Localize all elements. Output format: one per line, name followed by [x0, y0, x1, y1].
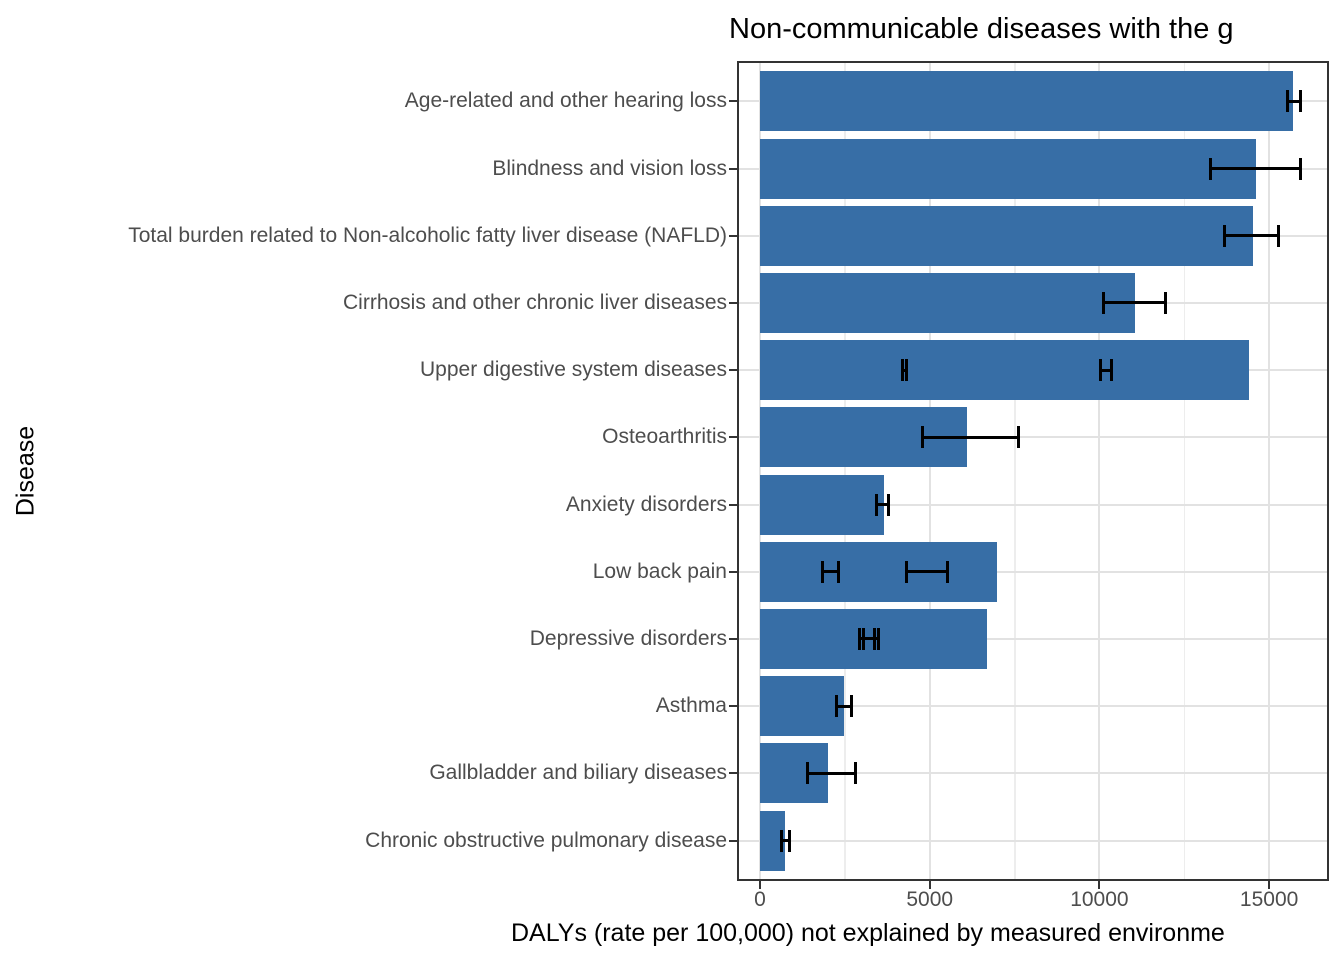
x-gridline-major — [759, 61, 761, 881]
x-axis-title: DALYs (rate per 100,000) not explained b… — [511, 919, 1225, 947]
error-bar-line — [1222, 234, 1280, 238]
category-label: Low back pain — [592, 559, 727, 583]
chart-title: Non-communicable diseases with the g — [729, 13, 1234, 45]
y-axis-tick — [729, 839, 737, 842]
category-label: Depressive disorders — [529, 626, 727, 650]
y-gridline-major — [737, 570, 1329, 573]
y-axis-tick — [729, 100, 737, 103]
y-axis-tick — [729, 772, 737, 775]
error-bar — [834, 695, 854, 718]
bar — [760, 474, 884, 535]
error-bar-line — [806, 771, 857, 775]
x-axis-tick — [759, 881, 761, 889]
y-axis-tick — [729, 369, 737, 372]
error-bar — [920, 426, 1020, 449]
category-label: Total burden related to Non-alcoholic fa… — [128, 223, 727, 247]
error-bar — [1102, 291, 1167, 314]
error-bar — [1222, 224, 1280, 247]
error-bar — [861, 627, 880, 650]
error-bar-line — [1285, 99, 1303, 103]
error-bar-line — [779, 839, 792, 842]
category-label: Osteoarthritis — [602, 425, 727, 449]
x-gridline-minor — [1183, 61, 1186, 881]
category-label: Cirrhosis and other chronic liver diseas… — [343, 290, 727, 314]
y-gridline-major — [737, 839, 1329, 842]
y-axis-tick — [729, 503, 737, 506]
x-gridline-major — [1098, 61, 1101, 881]
y-gridline-major — [737, 436, 1329, 439]
x-tick-label: 10000 — [1070, 888, 1129, 911]
error-bar — [1285, 90, 1303, 113]
error-bar-line — [861, 637, 880, 641]
category-label: Age-related and other hearing loss — [404, 89, 727, 113]
y-gridline-major — [737, 637, 1329, 640]
x-tick-label: 15000 — [1239, 888, 1299, 911]
error-bar — [806, 762, 857, 785]
x-axis-tick — [1098, 881, 1101, 889]
category-label: Upper digestive system diseases — [420, 358, 727, 382]
error-bar — [900, 359, 908, 382]
error-bar-line — [834, 704, 854, 708]
y-gridline-major — [737, 705, 1329, 708]
x-tick-label: 0 — [754, 888, 766, 911]
y-axis-tick — [729, 570, 737, 573]
error-bar-line — [874, 503, 890, 506]
error-bar — [874, 493, 890, 516]
x-tick-label: 5000 — [906, 888, 954, 911]
category-label: Blindness and vision loss — [492, 156, 727, 180]
bar — [760, 340, 1250, 401]
y-axis-tick — [729, 301, 737, 304]
category-label: Chronic obstructive pulmonary disease — [365, 828, 727, 852]
category-label: Gallbladder and biliary diseases — [429, 761, 727, 785]
x-gridline-major — [928, 61, 931, 881]
error-bar — [779, 829, 792, 852]
error-bar — [1209, 157, 1302, 180]
error-bar-line — [904, 570, 950, 574]
error-bar-line — [1099, 368, 1114, 372]
error-bar-line — [1209, 167, 1302, 170]
y-gridline-major — [737, 772, 1329, 775]
bar — [760, 205, 1254, 266]
bar — [760, 541, 997, 602]
y-axis-tick — [729, 705, 737, 708]
y-axis-tick — [729, 436, 737, 439]
error-bar — [821, 560, 840, 583]
category-label: Asthma — [655, 694, 727, 718]
error-bar — [1099, 359, 1114, 382]
error-bar — [904, 560, 950, 583]
x-axis-tick — [928, 881, 931, 889]
bar — [760, 138, 1256, 199]
y-axis-tick — [729, 167, 737, 170]
bar — [760, 71, 1293, 132]
x-gridline-minor — [844, 61, 846, 881]
error-bar-line — [821, 570, 840, 574]
error-bar-line — [900, 368, 908, 372]
bar — [760, 272, 1136, 333]
x-gridline-minor — [1014, 61, 1016, 881]
plot-panel — [737, 61, 1329, 881]
category-label: Anxiety disorders — [565, 492, 727, 516]
x-axis-tick — [1268, 881, 1271, 889]
y-axis-tick — [729, 637, 737, 640]
error-bar-line — [1102, 301, 1167, 305]
x-gridline-major — [1268, 61, 1271, 881]
y-gridline-major — [737, 503, 1329, 506]
error-bar-line — [920, 435, 1020, 439]
y-axis-tick — [729, 234, 737, 237]
bar — [760, 676, 844, 737]
